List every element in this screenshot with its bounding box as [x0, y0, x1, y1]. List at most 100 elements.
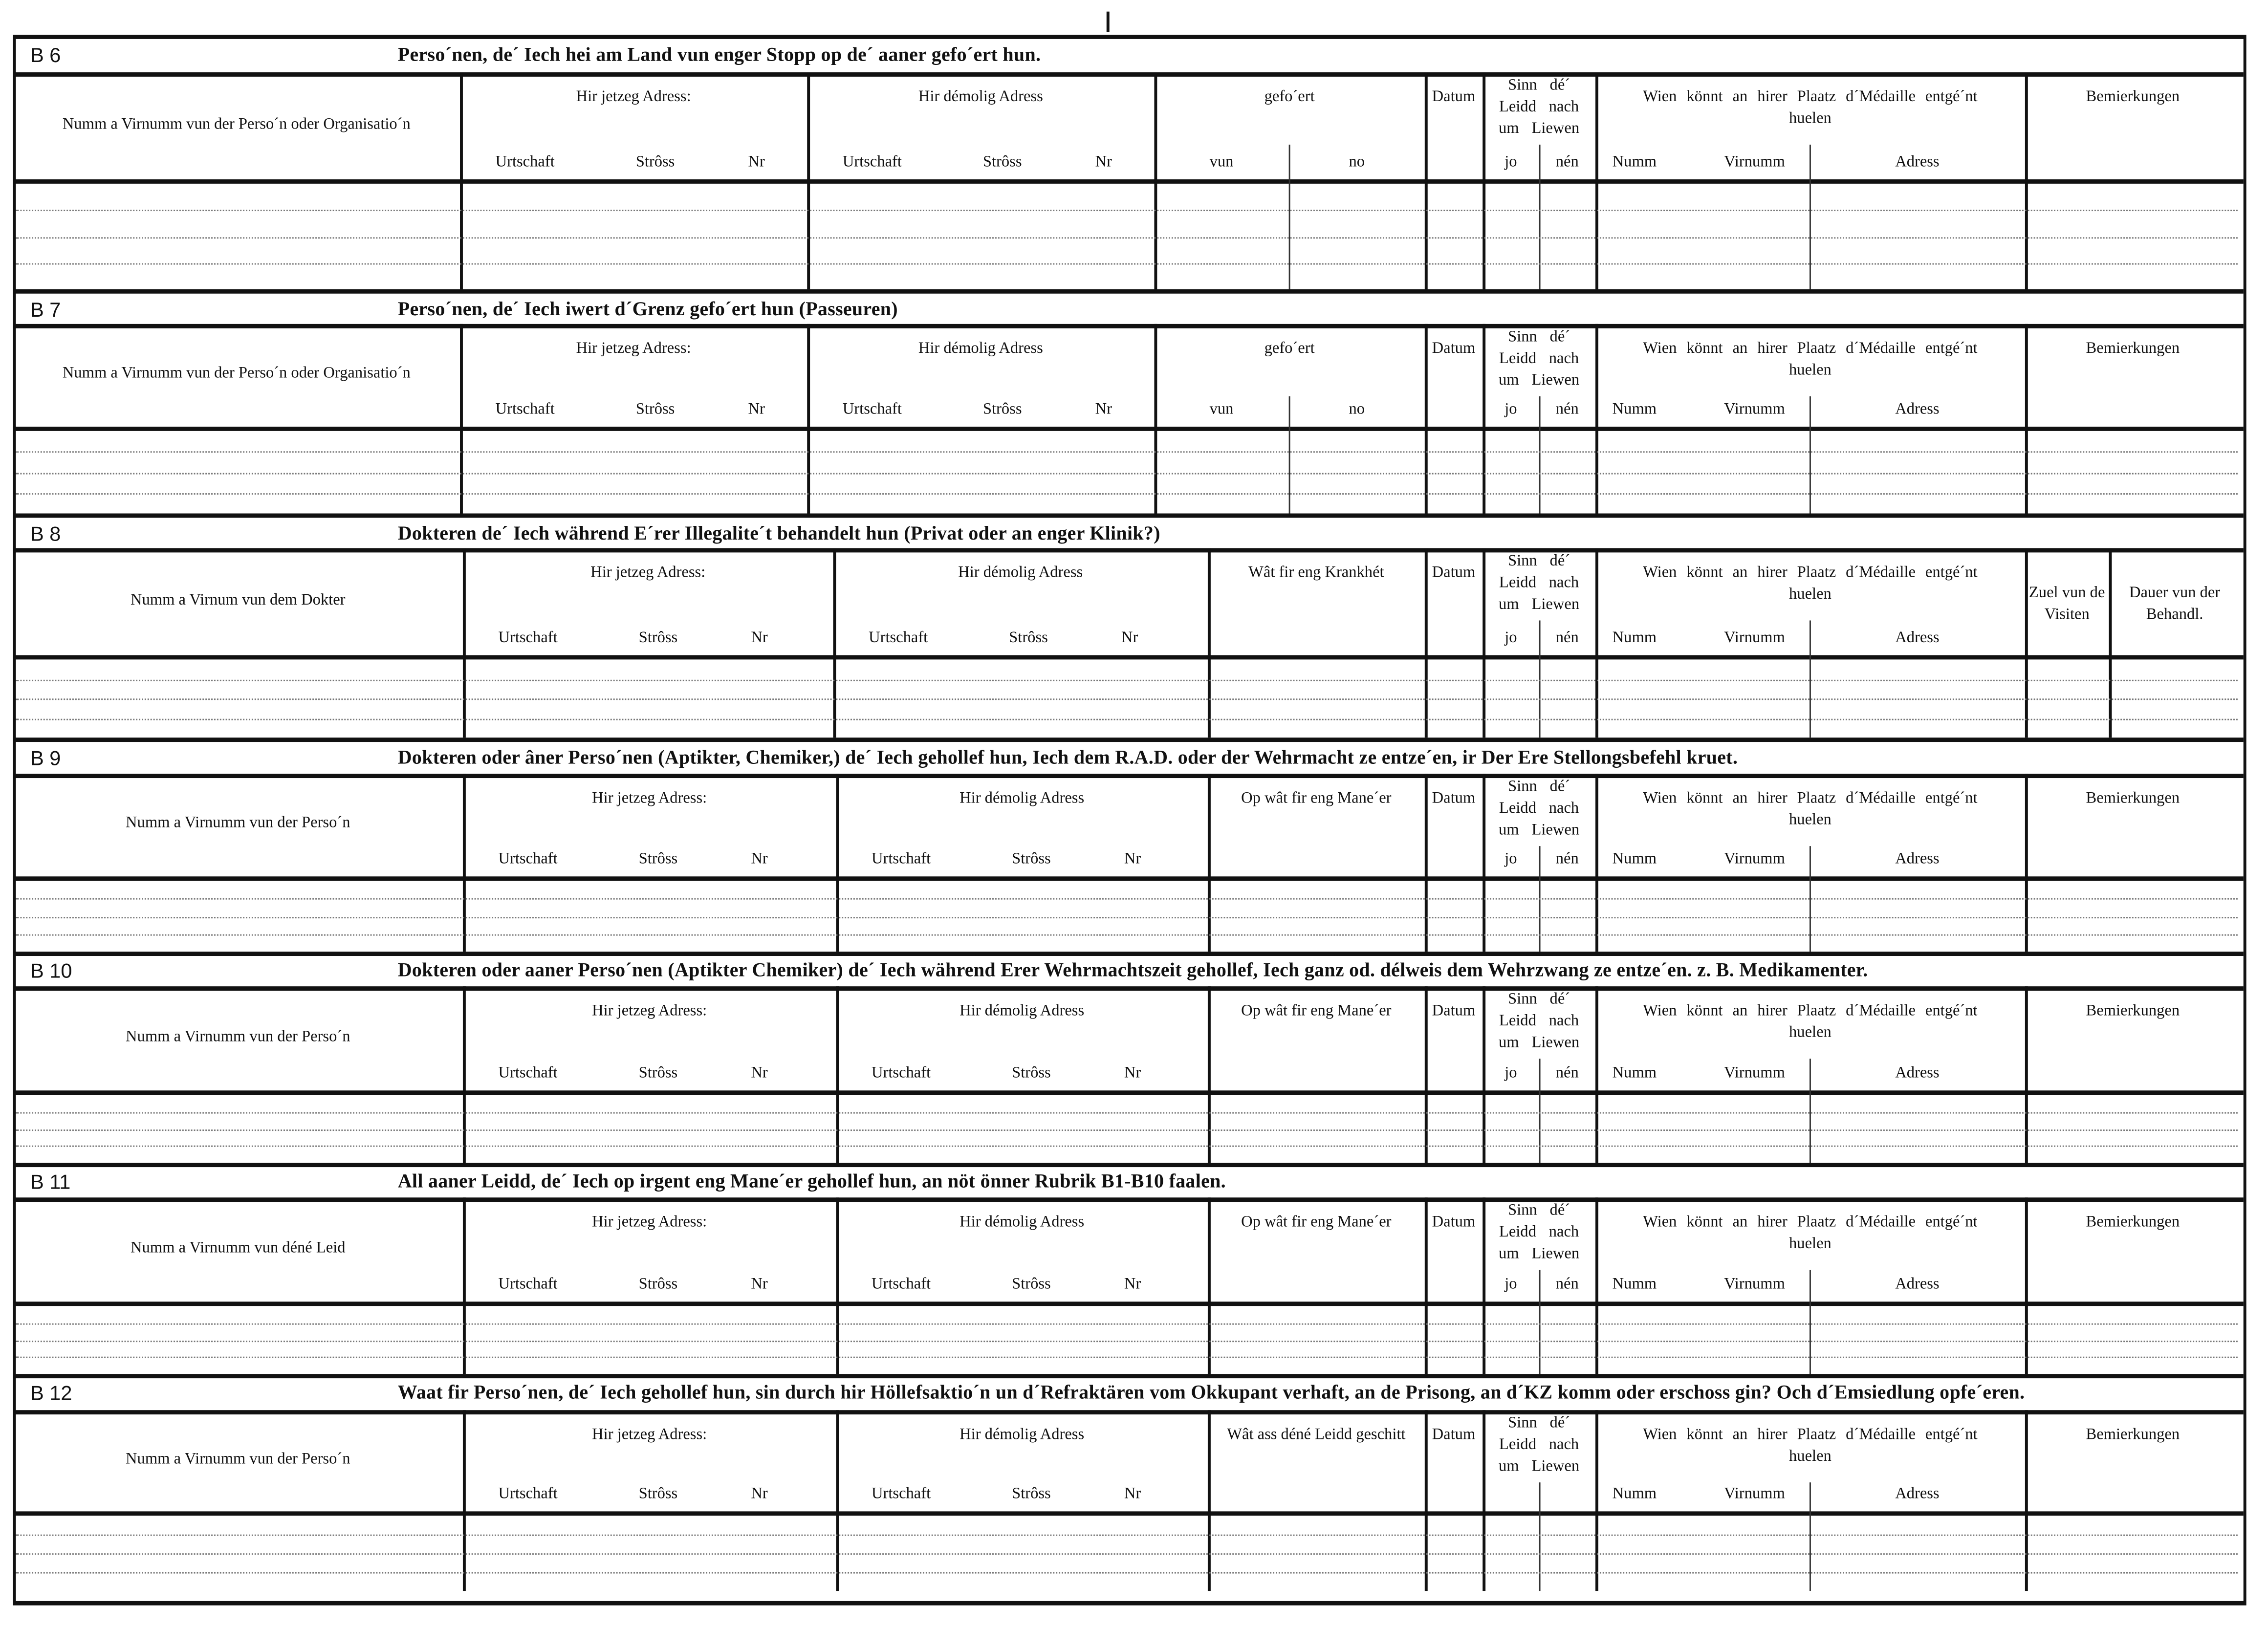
entry-line[interactable]	[16, 916, 2238, 918]
address-subheader-nr: Nr	[751, 629, 768, 647]
alive-header: Sinn dé´ Leidd nach um Liewen	[1499, 76, 1580, 138]
col4-sub-from: vun	[1209, 400, 1234, 418]
column-divider	[1154, 72, 1157, 289]
medal-sub-name: Numm	[1612, 629, 1657, 647]
address-subheader-strôss: Strôss	[1012, 1485, 1051, 1503]
entry-line[interactable]	[16, 1146, 2238, 1148]
medal-header: Wien könnt an hirer Plaatz d´Médaille en…	[1643, 1426, 1978, 1465]
address-subheader-nr: Nr	[1124, 1276, 1141, 1293]
date-header: Datum	[1432, 340, 1476, 357]
section-divider	[13, 952, 2244, 956]
entry-line[interactable]	[16, 1572, 2238, 1574]
address-subheader-strôss: Strôss	[638, 1485, 678, 1503]
alive-sub-yes: jo	[1505, 1276, 1517, 1293]
column-divider	[2025, 1197, 2028, 1374]
alive-header: Sinn dé´ Leidd nach um Liewen	[1499, 991, 1580, 1052]
address-subheader-urtschaft: Urtschaft	[498, 1276, 558, 1293]
section-divider	[13, 513, 2244, 518]
medal-split	[1809, 396, 1811, 514]
entry-line[interactable]	[16, 236, 2238, 238]
entry-line[interactable]	[16, 452, 2238, 453]
address-subheader-nr: Nr	[1124, 850, 1141, 868]
section-title-row: B 7 Perso´nen, de´ Iech iwert d´Grenz gef…	[13, 294, 2244, 328]
current-address-header: Hir jetzeg Adress:	[592, 1002, 707, 1020]
medal-sub-address: Adress	[1895, 1276, 1940, 1293]
entry-line[interactable]	[16, 1323, 2238, 1324]
alive-split	[1539, 1059, 1541, 1163]
section-divider	[13, 1163, 2244, 1168]
address-subheader-urtschaft: Urtschaft	[498, 1064, 558, 1082]
entry-line[interactable]	[16, 210, 2238, 212]
medal-split	[1809, 1270, 1811, 1374]
section-b12: B 12 Waat fir Perso´nen, de´ Iech geholle…	[13, 1377, 2244, 1591]
entry-line[interactable]	[16, 898, 2238, 900]
alive-split	[1539, 144, 1541, 289]
medal-sub-address: Adress	[1895, 400, 1940, 418]
col4-sub-to: no	[1349, 400, 1365, 418]
medal-sub-firstname: Virnumm	[1724, 400, 1785, 418]
former-address-header: Hir démolig Adress	[918, 88, 1043, 106]
entry-line[interactable]	[16, 679, 2238, 681]
section-id: B 12	[30, 1381, 72, 1405]
section-id: B 9	[30, 746, 61, 770]
entry-line[interactable]	[16, 1553, 2238, 1555]
form-frame	[13, 35, 2246, 1605]
address-subheader-strôss: Strôss	[638, 1064, 678, 1082]
entry-line[interactable]	[16, 472, 2238, 474]
section-title: Dokteren oder âner Perso´nen (Aptikter, …	[397, 746, 1738, 768]
medal-header: Wien könnt an hirer Plaatz d´Médaille en…	[1643, 1002, 1978, 1041]
entry-line[interactable]	[16, 262, 2238, 264]
medal-sub-name: Numm	[1612, 1064, 1657, 1082]
column-divider	[807, 324, 810, 514]
medal-header: Wien könnt an hirer Plaatz d´Médaille en…	[1643, 1213, 1978, 1253]
address-subheader-strôss: Strôss	[1012, 1276, 1051, 1293]
column-divider	[460, 324, 463, 514]
column-divider	[1483, 986, 1486, 1163]
address-subheader-urtschaft: Urtschaft	[869, 629, 928, 647]
alive-header: Sinn dé´ Leidd nach um Liewen	[1499, 1202, 1580, 1263]
entry-line[interactable]	[16, 698, 2238, 700]
section-title-row: B 6 Perso´nen, de´ Iech hei am Land vun e…	[13, 39, 2244, 77]
entry-line[interactable]	[16, 1111, 2238, 1113]
column-divider	[462, 548, 466, 738]
date-header: Datum	[1432, 1426, 1476, 1444]
column-divider	[2109, 548, 2112, 738]
entry-line[interactable]	[16, 1357, 2238, 1359]
column-divider	[1207, 1410, 1211, 1591]
medal-header: Wien könnt an hirer Plaatz d´Médaille en…	[1643, 789, 1978, 829]
col4-header: Wât fir eng Krankhét	[1248, 564, 1384, 582]
address-subheader-nr: Nr	[751, 1276, 768, 1293]
medal-sub-name: Numm	[1612, 153, 1657, 171]
entry-line[interactable]	[16, 1534, 2238, 1536]
entry-line[interactable]	[16, 1340, 2238, 1342]
alive-sub-no: nén	[1555, 1064, 1579, 1082]
address-subheader-nr: Nr	[751, 850, 768, 868]
name-column-header: Numm a Virnumm vun déné Leid	[131, 1238, 346, 1257]
address-subheader-strôss: Strôss	[1009, 629, 1048, 647]
medal-sub-firstname: Virnumm	[1724, 1276, 1785, 1293]
entry-line[interactable]	[16, 718, 2238, 720]
alive-header: Sinn dé´ Leidd nach um Liewen	[1499, 328, 1580, 390]
column-divider	[1595, 72, 1598, 289]
section-title: Perso´nen, de´ Iech iwert d´Grenz gefo´e…	[397, 298, 898, 320]
address-subheader-nr: Nr	[751, 1485, 768, 1503]
entry-line[interactable]	[16, 1128, 2238, 1130]
date-header: Datum	[1432, 88, 1476, 106]
column-divider	[1424, 1410, 1428, 1591]
col4-header: gefo´ert	[1264, 88, 1315, 106]
column-divider	[1424, 324, 1428, 514]
date-header: Datum	[1432, 1002, 1476, 1020]
medal-sub-address: Adress	[1895, 1064, 1940, 1082]
visits-count-header: Zuel vun de Visiten	[2028, 584, 2105, 623]
column-divider	[1483, 548, 1486, 738]
entry-line[interactable]	[16, 493, 2238, 495]
column-divider	[1424, 548, 1428, 738]
name-column-header: Numm a Virnumm vun der Perso´n	[126, 1027, 350, 1045]
entry-line[interactable]	[16, 933, 2238, 935]
remarks-header: Bemierkungen	[2086, 1426, 2180, 1444]
date-header: Datum	[1432, 564, 1476, 582]
section-title-row: B 10 Dokteren oder aaner Perso´nen (Aptik…	[13, 955, 2244, 991]
section-divider	[13, 738, 2244, 742]
address-subheader-urtschaft: Urtschaft	[498, 1485, 558, 1503]
header-divider	[13, 876, 2244, 881]
